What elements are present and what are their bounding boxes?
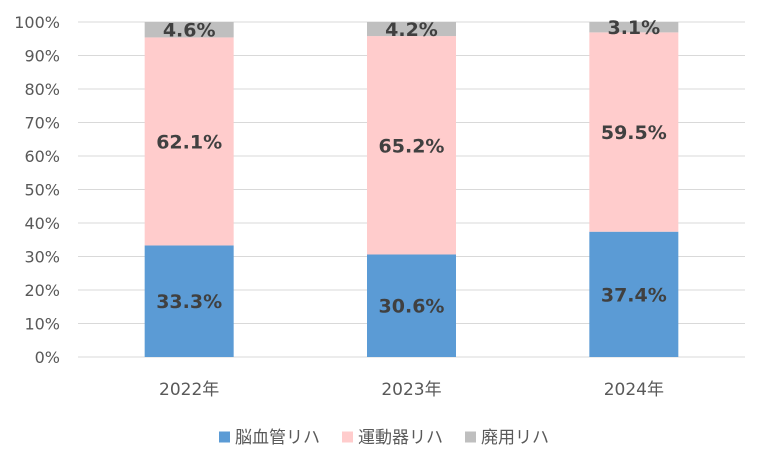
data-label: 33.3% <box>156 291 222 313</box>
bar-segment <box>144 245 234 357</box>
x-tick-label: 2023年 <box>381 380 441 400</box>
x-tick-label: 2022年 <box>159 380 219 400</box>
data-label: 30.6% <box>379 296 445 318</box>
data-label: 3.1% <box>607 17 660 39</box>
x-tick-label: 2024年 <box>604 380 664 400</box>
y-tick-label: 80% <box>24 80 60 99</box>
y-tick-label: 90% <box>24 47 60 66</box>
bar-segment <box>144 37 234 246</box>
y-tick-label: 60% <box>24 147 60 166</box>
x-axis-ticks: 2022年 2023年 2024年 <box>159 380 664 400</box>
data-label: 4.6% <box>163 20 216 42</box>
y-tick-label: 40% <box>24 214 60 233</box>
y-tick-label: 100% <box>14 13 60 32</box>
legend-label: 廃用リハ <box>481 428 549 448</box>
legend-swatch <box>219 431 230 443</box>
y-axis-ticks: 0% 10% 20% 30% 40% 50% 60% 70% 80% 90% 100% <box>14 13 60 367</box>
y-tick-label: 70% <box>24 114 60 133</box>
bar-segment <box>589 22 679 33</box>
legend-label: 運動器リハ <box>358 428 443 448</box>
data-labels: 33.3% 62.1% 4.6% 30.6% 65.2% 4.2% 37.4% 59.5% 3.… <box>156 17 667 318</box>
legend-swatch <box>465 431 476 443</box>
legend-swatch <box>342 431 353 443</box>
legend-label: 脳血管リハ <box>235 428 320 448</box>
data-label: 4.2% <box>385 19 438 41</box>
bar-segment <box>367 36 456 255</box>
y-tick-label: 20% <box>24 281 60 300</box>
bar-segment <box>589 32 679 232</box>
bar-segment <box>589 231 679 357</box>
bar-segment <box>367 22 456 37</box>
bar-segment <box>367 254 456 357</box>
data-label: 62.1% <box>156 131 222 153</box>
bars <box>144 22 679 357</box>
data-label: 59.5% <box>601 122 667 144</box>
bar-segment <box>144 22 234 38</box>
data-label: 65.2% <box>379 135 445 157</box>
y-tick-label: 0% <box>35 348 60 367</box>
data-label: 37.4% <box>601 284 667 306</box>
y-tick-label: 50% <box>24 181 60 200</box>
y-tick-label: 10% <box>24 315 60 334</box>
y-tick-label: 30% <box>24 248 60 267</box>
legend: 脳血管リハ 運動器リハ 廃用リハ <box>219 428 549 448</box>
